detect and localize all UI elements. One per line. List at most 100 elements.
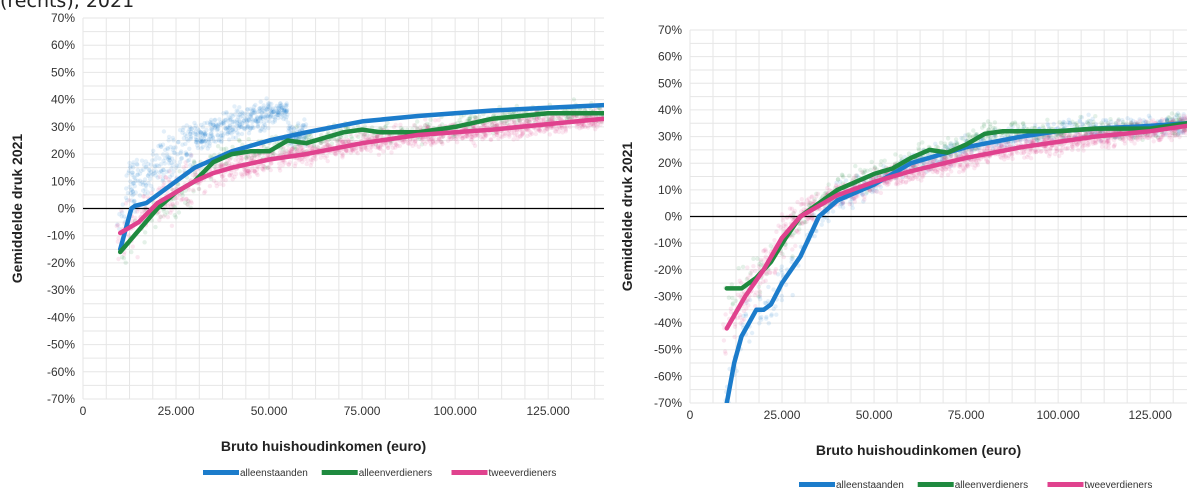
left-scatter-point [400, 140, 406, 145]
left-scatter-point [402, 139, 407, 144]
left-scatter-point [217, 138, 222, 143]
left-scatter-point [282, 108, 287, 114]
left-scatter-point [242, 167, 247, 173]
left-scatter-point [139, 209, 145, 214]
left-scatter-point [536, 128, 542, 133]
left-scatter-point [269, 107, 274, 112]
left-scatter-point [376, 145, 381, 150]
left-scatter-point [591, 123, 596, 129]
left-scatter-point [364, 146, 369, 151]
left-scatter-point [550, 114, 555, 120]
left-scatter-point [305, 134, 310, 139]
left-scatter-point [180, 193, 185, 198]
right-scatter-point [1164, 118, 1170, 124]
right-chart: 70%60%50%40%30%20%10%0%-10%-20%-30%-40%-… [619, 23, 1187, 491]
left-scatter-point [271, 150, 276, 156]
right-scatter-point [734, 368, 739, 374]
left-scatter-point [469, 137, 474, 143]
left-scatter-point [537, 128, 542, 133]
right-scatter-point [957, 169, 962, 175]
left-scatter-point [276, 105, 281, 110]
left-scatter-point [354, 146, 359, 151]
left-scatter-point [216, 121, 222, 127]
right-scatter-point [1131, 134, 1136, 140]
left-scatter-point [265, 103, 271, 108]
left-scatter-point [397, 143, 402, 149]
left-scatter-point [245, 107, 250, 112]
left-scatter-point [161, 214, 166, 219]
left-scatter-point [261, 105, 267, 111]
left-scatter-point [267, 119, 272, 124]
left-scatter-point [259, 114, 264, 119]
right-scatter-point [849, 202, 855, 207]
left-scatter-point [188, 131, 193, 137]
right-scatter-point [1067, 120, 1073, 126]
left-scatter-point [194, 132, 200, 138]
left-scatter-point [246, 137, 251, 142]
left-scatter-point [540, 117, 546, 122]
left-scatter-point [244, 125, 250, 130]
right-scatter-point [1181, 116, 1186, 121]
left-scatter-point [169, 166, 174, 171]
left-scatter-point [222, 163, 227, 168]
right-scatter-point [949, 169, 954, 174]
left-scatter-point [227, 173, 232, 178]
left-scatter-point [451, 134, 457, 139]
right-scatter-point [881, 164, 886, 169]
right-scatter-point [1066, 120, 1071, 125]
left-scatter-point [527, 120, 532, 125]
right-scatter-point [1088, 122, 1094, 128]
left-scatter-point [200, 133, 206, 138]
left-scatter-point [256, 121, 261, 126]
left-scatter-point [415, 126, 420, 131]
right-scatter-point [765, 299, 771, 304]
left-scatter-point [128, 165, 133, 170]
left-scatter-point [124, 173, 129, 178]
left-scatter-point [489, 137, 494, 142]
left-scatter-point [249, 116, 254, 122]
right-scatter-point [960, 169, 966, 174]
left-scatter-point [206, 137, 212, 142]
left-scatter-point [470, 132, 475, 138]
left-scatter-point [176, 182, 181, 187]
left-scatter-point [423, 135, 429, 141]
left-scatter-point [196, 186, 202, 192]
left-scatter-point [243, 168, 248, 173]
right-scatter-point [870, 189, 875, 195]
right-scatter-point [838, 179, 843, 185]
left-scatter-point [265, 165, 270, 171]
left-scatter-point [422, 141, 428, 147]
left-scatter-point [289, 147, 294, 152]
left-scatter-point [519, 128, 524, 134]
left-scatter-point [207, 183, 213, 189]
right-scatter-point [779, 212, 785, 217]
left-scatter-point [183, 160, 188, 165]
left-scatter-point [416, 144, 422, 149]
left-scatter-point [220, 178, 225, 183]
left-scatter-point [234, 119, 239, 125]
left-scatter-point [183, 200, 188, 205]
left-scatter-point [187, 127, 192, 132]
left-scatter-point [127, 160, 132, 166]
left-scatter-point [382, 124, 388, 130]
left-scatter-point [193, 169, 198, 175]
left-scatter-point [470, 135, 476, 140]
left-scatter-point [276, 110, 281, 116]
right-scatter-point [1181, 112, 1186, 117]
right-scatter-point [938, 156, 944, 161]
left-scatter-point [318, 140, 324, 145]
left-scatter-point [229, 117, 234, 122]
right-scatter-point [1060, 121, 1065, 126]
left-scatter-point [171, 203, 176, 209]
left-scatter-point [258, 119, 264, 124]
left-scatter-point [280, 105, 285, 110]
left-scatter-point [496, 136, 501, 141]
left-scatter-point [216, 164, 222, 169]
left-scatter-point [199, 132, 204, 137]
right-scatter-point [949, 141, 954, 146]
left-scatter-point [393, 122, 398, 128]
right-scatter-point [732, 324, 738, 329]
right-scatter-point [837, 204, 843, 209]
right-scatter-point [1046, 123, 1051, 128]
left-scatter-point [265, 152, 271, 158]
